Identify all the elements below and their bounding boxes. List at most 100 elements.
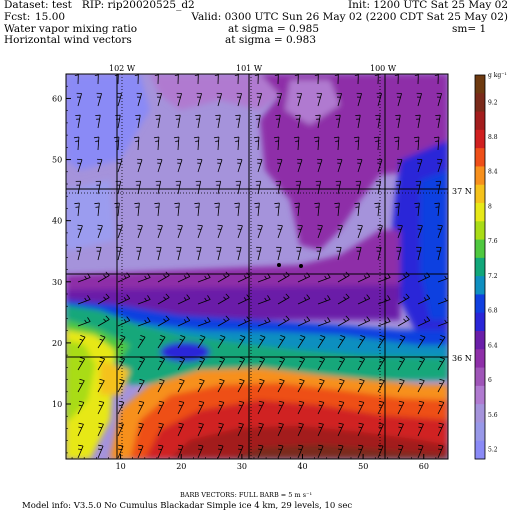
wind-barb — [134, 74, 139, 85]
wind-barb — [217, 293, 230, 305]
colorbar-segment — [475, 221, 485, 241]
wind-barb — [395, 114, 401, 129]
y-tick-label: 40 — [52, 217, 62, 226]
wind-barb — [175, 114, 181, 129]
wind-barb — [173, 136, 180, 151]
wind-barb — [177, 294, 191, 305]
wind-barb — [197, 400, 205, 415]
wind-barb — [377, 224, 383, 239]
wind-barb — [177, 422, 184, 437]
wind-barb — [357, 356, 366, 371]
x-tick-label: 10 — [116, 462, 126, 471]
wind-barb — [236, 92, 242, 107]
wind-barb — [296, 246, 302, 261]
wind-barb — [117, 400, 125, 415]
wind-barb — [197, 295, 211, 305]
wind-barb — [197, 335, 206, 349]
wind-barb — [337, 356, 346, 371]
wind-barb — [94, 202, 100, 217]
wind-barb — [214, 202, 220, 217]
colorbar-label: 9.2 — [488, 99, 498, 106]
wind-barb — [295, 180, 302, 195]
wind-barb — [195, 180, 202, 195]
wind-barb — [417, 378, 425, 393]
wind-barb — [337, 378, 345, 393]
wind-barb — [97, 293, 110, 305]
wind-barb — [177, 444, 184, 459]
wind-barb — [293, 136, 300, 151]
wind-barb — [377, 158, 383, 173]
wind-barb — [397, 293, 410, 305]
wind-barb — [315, 180, 322, 195]
wind-barb — [217, 158, 223, 173]
wind-barb — [316, 246, 322, 261]
wind-barb — [357, 444, 364, 459]
colorbar-segment — [475, 276, 485, 295]
wind-barb — [93, 136, 100, 151]
wind-barb — [137, 378, 145, 393]
wind-barb — [397, 224, 403, 239]
colorbar-label: 7.2 — [488, 273, 498, 280]
wind-barb — [133, 136, 140, 151]
wind-barb — [194, 74, 199, 85]
wind-barb — [317, 335, 326, 349]
wind-barb — [216, 246, 222, 261]
wind-barb — [417, 444, 424, 459]
wind-barb — [275, 114, 281, 129]
x-tick-label: 50 — [358, 462, 368, 471]
wind-barb — [374, 202, 380, 217]
colorbar-label: 6.4 — [488, 342, 498, 349]
wind-barb — [274, 202, 280, 217]
wind-barb — [297, 444, 304, 459]
wind-barb — [157, 422, 164, 437]
wind-barb — [257, 356, 266, 371]
wind-barb — [396, 92, 402, 107]
wind-barb — [197, 317, 211, 327]
wind-barb — [373, 136, 380, 151]
model-info: Model info: V3.5.0 No Cumulus Blackadar … — [22, 501, 352, 511]
wind-barb — [357, 378, 365, 393]
wind-barb — [417, 422, 424, 437]
wind-barb — [433, 136, 440, 151]
field1-name: Water vapor mixing ratio — [4, 23, 138, 35]
wind-barb — [235, 180, 242, 195]
wind-barb — [76, 246, 82, 261]
wind-barb — [77, 317, 91, 327]
barb-note: BARB VECTORS: FULL BARB = 5 m s⁻¹ — [180, 491, 312, 499]
wind-barb — [415, 114, 421, 129]
wind-barb — [314, 74, 319, 85]
wind-barb — [437, 444, 444, 459]
wind-barb — [137, 317, 151, 327]
wind-barb — [233, 136, 240, 151]
wind-barb — [334, 74, 339, 85]
wind-barb — [157, 158, 163, 173]
wind-barb — [177, 158, 183, 173]
wind-barb — [153, 136, 160, 151]
wind-barb — [215, 114, 221, 129]
lon-label: 101 W — [236, 64, 263, 73]
wind-barb — [77, 356, 86, 371]
wind-barb — [117, 422, 124, 437]
wind-barb — [397, 400, 405, 415]
wind-barb — [397, 378, 405, 393]
wind-barb — [417, 158, 423, 173]
wind-barb — [277, 444, 284, 459]
wind-barb — [417, 224, 423, 239]
station-marker — [277, 263, 281, 267]
wind-barb — [155, 180, 162, 195]
wind-barb — [393, 136, 400, 151]
colorbar-segment — [475, 93, 485, 113]
wind-barb — [156, 92, 162, 107]
wind-barb — [357, 335, 366, 349]
wind-barb — [277, 293, 290, 305]
wind-barb — [257, 295, 271, 305]
wind-barb — [277, 400, 285, 415]
wind-barb — [336, 246, 342, 261]
wind-barb — [317, 158, 323, 173]
wind-barb — [197, 422, 204, 437]
colorbar-segment — [475, 440, 485, 460]
wind-barb — [217, 356, 226, 371]
wind-barb — [157, 400, 165, 415]
wind-barb — [157, 224, 163, 239]
wind-barb — [177, 224, 183, 239]
